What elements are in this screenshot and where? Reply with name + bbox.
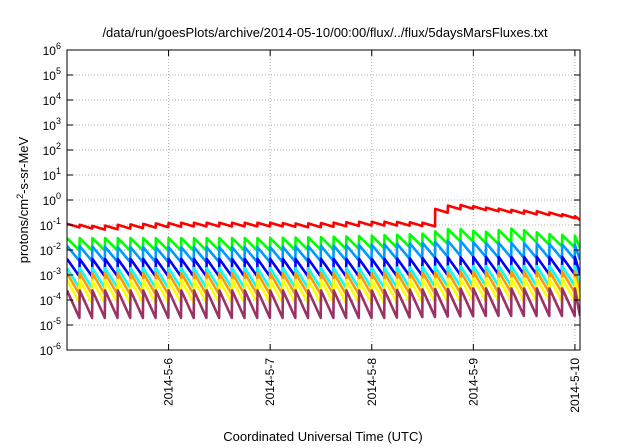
- y-tick-label: 10-6: [40, 341, 61, 358]
- plot-area: [67, 203, 580, 320]
- y-tick-label: 102: [43, 141, 61, 158]
- series-layer: [67, 203, 580, 320]
- y-axis-ticks: 10-6 10-5 10-4 10-3 10-2 10-1 100 101 102 103 104 1…: [40, 41, 580, 358]
- y-tick-label: 10-3: [40, 266, 61, 283]
- y-tick-label: 101: [43, 166, 61, 183]
- y-tick-label: 103: [43, 116, 61, 133]
- series-line: [67, 227, 580, 252]
- x-axis-ticks: 2014-5-6 2014-5-7 2014-5-8 2014-5-9 2014-5-1…: [162, 50, 582, 413]
- x-tick-label: 2014-5-7: [263, 358, 277, 406]
- y-tick-label: 106: [43, 41, 61, 58]
- x-tick-label: 2014-5-6: [162, 358, 176, 406]
- series-line: [67, 287, 580, 320]
- y-tick-label: 10-5: [40, 316, 61, 333]
- chart-title: /data/run/goesPlots/archive/2014-05-10/0…: [102, 25, 548, 40]
- y-tick-label: 104: [43, 91, 61, 108]
- y-tick-label: 100: [43, 191, 61, 208]
- y-tick-label: 10-2: [40, 241, 61, 258]
- y-axis-label: protons/cm2-s-sr-MeV: [15, 136, 31, 263]
- x-tick-label: 2014-5-9: [466, 358, 480, 406]
- series-line: [67, 239, 580, 264]
- x-axis-label: Coordinated Universal Time (UTC): [223, 429, 422, 444]
- x-tick-label: 2014-5-8: [365, 358, 379, 406]
- y-tick-label: 105: [43, 66, 61, 83]
- y-tick-label: 10-1: [40, 216, 61, 233]
- series-line: [67, 203, 580, 231]
- y-tick-label: 10-4: [40, 291, 61, 308]
- x-tick-label: 2014-5-10: [568, 358, 582, 413]
